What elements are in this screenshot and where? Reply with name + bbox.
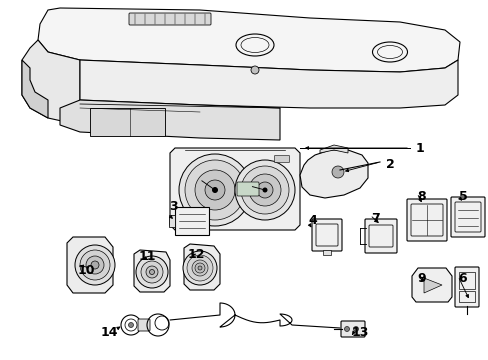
FancyBboxPatch shape [364, 219, 396, 253]
FancyBboxPatch shape [175, 207, 208, 235]
Text: 10: 10 [77, 264, 95, 276]
Circle shape [248, 174, 281, 206]
Text: 1: 1 [415, 141, 424, 154]
Circle shape [344, 327, 349, 332]
Circle shape [80, 250, 110, 280]
FancyBboxPatch shape [406, 199, 446, 241]
Circle shape [136, 256, 168, 288]
Polygon shape [319, 145, 347, 153]
FancyBboxPatch shape [454, 267, 478, 307]
FancyBboxPatch shape [90, 108, 164, 136]
FancyBboxPatch shape [450, 197, 484, 237]
Circle shape [257, 182, 272, 198]
Circle shape [204, 180, 224, 200]
Polygon shape [411, 268, 451, 302]
Circle shape [241, 166, 288, 214]
Text: 14: 14 [100, 325, 118, 338]
FancyBboxPatch shape [323, 250, 330, 255]
Circle shape [195, 263, 204, 273]
Circle shape [75, 245, 115, 285]
Text: 2: 2 [385, 158, 393, 171]
Text: 4: 4 [308, 213, 317, 226]
Circle shape [235, 160, 294, 220]
Circle shape [128, 323, 133, 328]
Text: 9: 9 [417, 271, 426, 284]
FancyBboxPatch shape [340, 321, 364, 337]
Circle shape [212, 187, 218, 193]
Polygon shape [38, 8, 459, 72]
Circle shape [184, 160, 244, 220]
Polygon shape [423, 278, 441, 293]
FancyBboxPatch shape [169, 215, 175, 227]
FancyBboxPatch shape [138, 319, 150, 331]
Circle shape [262, 188, 267, 193]
Text: 7: 7 [370, 211, 379, 225]
Polygon shape [22, 40, 80, 125]
Text: 8: 8 [417, 189, 426, 202]
Polygon shape [134, 250, 170, 292]
Circle shape [179, 154, 250, 226]
Circle shape [183, 251, 217, 285]
FancyBboxPatch shape [237, 182, 259, 196]
Polygon shape [60, 100, 280, 140]
Polygon shape [170, 148, 299, 230]
Circle shape [250, 66, 259, 74]
Circle shape [91, 261, 99, 269]
Text: 13: 13 [350, 325, 368, 338]
Circle shape [186, 255, 213, 281]
Text: 3: 3 [168, 201, 177, 213]
Polygon shape [67, 237, 113, 293]
Text: 6: 6 [458, 271, 467, 284]
Polygon shape [80, 60, 457, 108]
Circle shape [149, 270, 154, 274]
Circle shape [192, 260, 207, 276]
Circle shape [353, 327, 358, 332]
Circle shape [198, 266, 202, 270]
Polygon shape [22, 60, 48, 118]
FancyBboxPatch shape [129, 13, 210, 25]
Circle shape [195, 170, 235, 210]
Polygon shape [183, 244, 220, 290]
FancyBboxPatch shape [274, 156, 289, 162]
Circle shape [86, 256, 104, 274]
Polygon shape [299, 150, 367, 198]
Circle shape [331, 166, 343, 178]
Text: 5: 5 [458, 189, 467, 202]
FancyBboxPatch shape [311, 219, 341, 251]
Circle shape [146, 266, 158, 278]
Text: 11: 11 [138, 251, 156, 264]
Circle shape [141, 261, 163, 283]
Text: 12: 12 [187, 248, 204, 261]
